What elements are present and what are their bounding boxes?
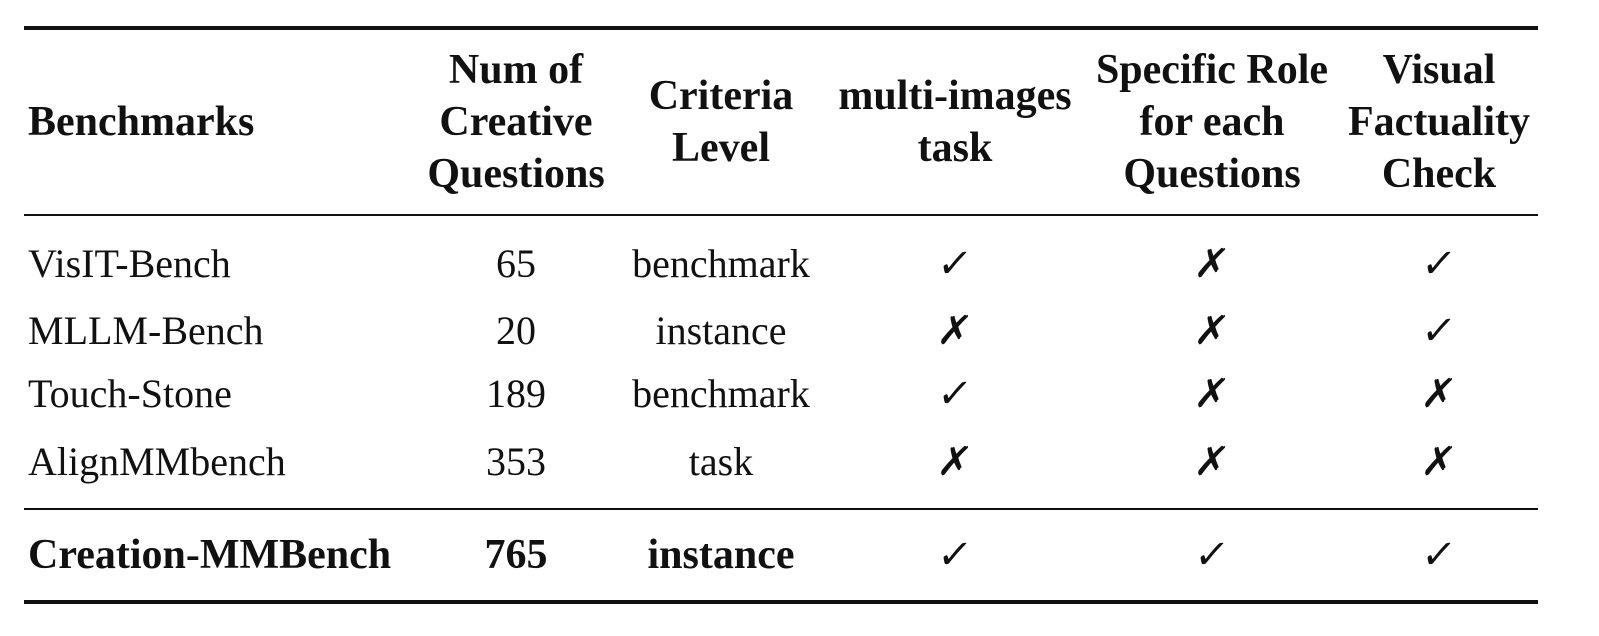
cell-num-questions: 353	[486, 439, 546, 484]
cell-specific-role: ✗	[1084, 299, 1340, 362]
cell-visual-factuality: ✗	[1340, 362, 1538, 425]
cell-criteria-level: task	[688, 439, 754, 484]
header-benchmarks: Benchmarks	[28, 99, 255, 145]
cell-specific-role: ✗	[1084, 425, 1340, 509]
check-mark-icon: ✓	[1419, 308, 1459, 354]
cell-specific-role: ✗	[1084, 362, 1340, 425]
table-row-highlight: Creation-MMBench 765 instance ✓ ✓ ✓	[24, 509, 1538, 602]
header-criteria-level: Criteria Level	[648, 73, 794, 171]
cell-benchmark-name: AlignMMbench	[28, 439, 286, 484]
cell-multi-images: ✓	[826, 362, 1084, 425]
cell-specific-role: ✗	[1084, 215, 1340, 299]
cell-benchmark-name: VisIT-Bench	[28, 241, 231, 286]
header-num-questions: Num of Creative Questions	[427, 47, 605, 197]
cell-criteria-level: instance	[647, 532, 795, 578]
cell-multi-images: ✓	[826, 509, 1084, 602]
cell-num-questions: 189	[486, 371, 546, 416]
cell-visual-factuality: ✓	[1340, 509, 1538, 602]
cross-mark-icon: ✗	[1192, 241, 1232, 287]
cell-benchmark-name: Touch-Stone	[28, 371, 232, 416]
header-row: Benchmarks Num of Creative Questions Cri…	[24, 28, 1538, 215]
check-mark-icon: ✓	[1419, 532, 1459, 578]
header-specific-role: Specific Role for each Questions	[1095, 47, 1329, 197]
check-mark-icon: ✓	[935, 371, 975, 417]
check-mark-icon: ✓	[1419, 241, 1459, 287]
cross-mark-icon: ✗	[935, 308, 975, 354]
cell-multi-images: ✓	[826, 215, 1084, 299]
cross-mark-icon: ✗	[1192, 308, 1232, 354]
comparison-table-container: Benchmarks Num of Creative Questions Cri…	[24, 26, 1538, 604]
check-mark-icon: ✓	[935, 241, 975, 287]
header-multi-images: multi-images task	[838, 73, 1072, 171]
cell-multi-images: ✗	[826, 425, 1084, 509]
cell-visual-factuality: ✓	[1340, 215, 1538, 299]
check-mark-icon: ✓	[1192, 532, 1232, 578]
cell-benchmark-name: MLLM-Bench	[28, 308, 264, 353]
cell-specific-role: ✓	[1084, 509, 1340, 602]
cell-num-questions: 765	[484, 532, 548, 578]
cell-multi-images: ✗	[826, 299, 1084, 362]
cell-visual-factuality: ✓	[1340, 299, 1538, 362]
cell-benchmark-name: Creation-MMBench	[28, 532, 392, 578]
table-row: VisIT-Bench 65 benchmark ✓ ✗ ✓	[24, 215, 1538, 299]
header-visual-factuality: Visual Factuality Check	[1348, 47, 1530, 197]
cross-mark-icon: ✗	[1192, 439, 1232, 485]
table-row: Touch-Stone 189 benchmark ✓ ✗ ✗	[24, 362, 1538, 425]
table-row: AlignMMbench 353 task ✗ ✗ ✗	[24, 425, 1538, 509]
cell-criteria-level: benchmark	[632, 371, 810, 416]
check-mark-icon: ✓	[935, 532, 975, 578]
cell-num-questions: 20	[496, 308, 536, 353]
cell-criteria-level: instance	[655, 308, 787, 353]
cross-mark-icon: ✗	[935, 439, 975, 485]
cross-mark-icon: ✗	[1419, 371, 1459, 417]
cross-mark-icon: ✗	[1419, 439, 1459, 485]
cell-visual-factuality: ✗	[1340, 425, 1538, 509]
benchmark-comparison-table: Benchmarks Num of Creative Questions Cri…	[24, 26, 1538, 604]
cell-num-questions: 65	[496, 241, 536, 286]
table-row: MLLM-Bench 20 instance ✗ ✗ ✓	[24, 299, 1538, 362]
cell-criteria-level: benchmark	[632, 241, 810, 286]
cross-mark-icon: ✗	[1192, 371, 1232, 417]
